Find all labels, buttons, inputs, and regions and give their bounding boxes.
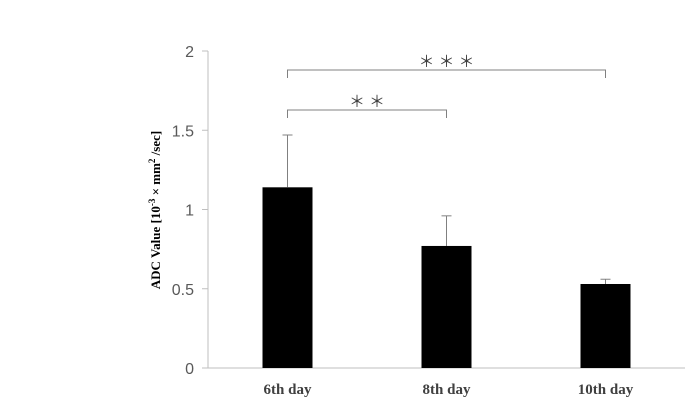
bar — [580, 283, 631, 368]
x-tick-label: 6th day — [264, 382, 312, 398]
y-tick-label: 1 — [185, 203, 194, 220]
significance-bracket — [287, 109, 447, 118]
bar — [262, 187, 313, 368]
y-tick-label: 0 — [185, 361, 194, 378]
significance-label: ＊＊＊ — [418, 52, 478, 71]
y-axis-label: ADC Value [10-3 × mm2 /sec] — [147, 131, 163, 289]
bars — [262, 187, 631, 368]
bar — [421, 245, 472, 368]
significance-bracket — [287, 69, 606, 78]
x-axis: 6th day 8th day 10th day — [208, 367, 685, 398]
error-bars — [282, 134, 611, 284]
significance-label: ＊＊ — [349, 92, 389, 111]
y-tick-label: 1.5 — [172, 123, 194, 140]
y-axis: 0 0.5 1 1.5 2 — [172, 44, 209, 378]
x-tick-label: 10th day — [578, 382, 634, 398]
y-tick-label: 2 — [185, 44, 194, 61]
x-tick-label: 8th day — [423, 382, 471, 398]
y-tick-label: 0.5 — [172, 282, 194, 299]
significance-brackets: ＊＊＊＊＊ — [287, 52, 606, 118]
